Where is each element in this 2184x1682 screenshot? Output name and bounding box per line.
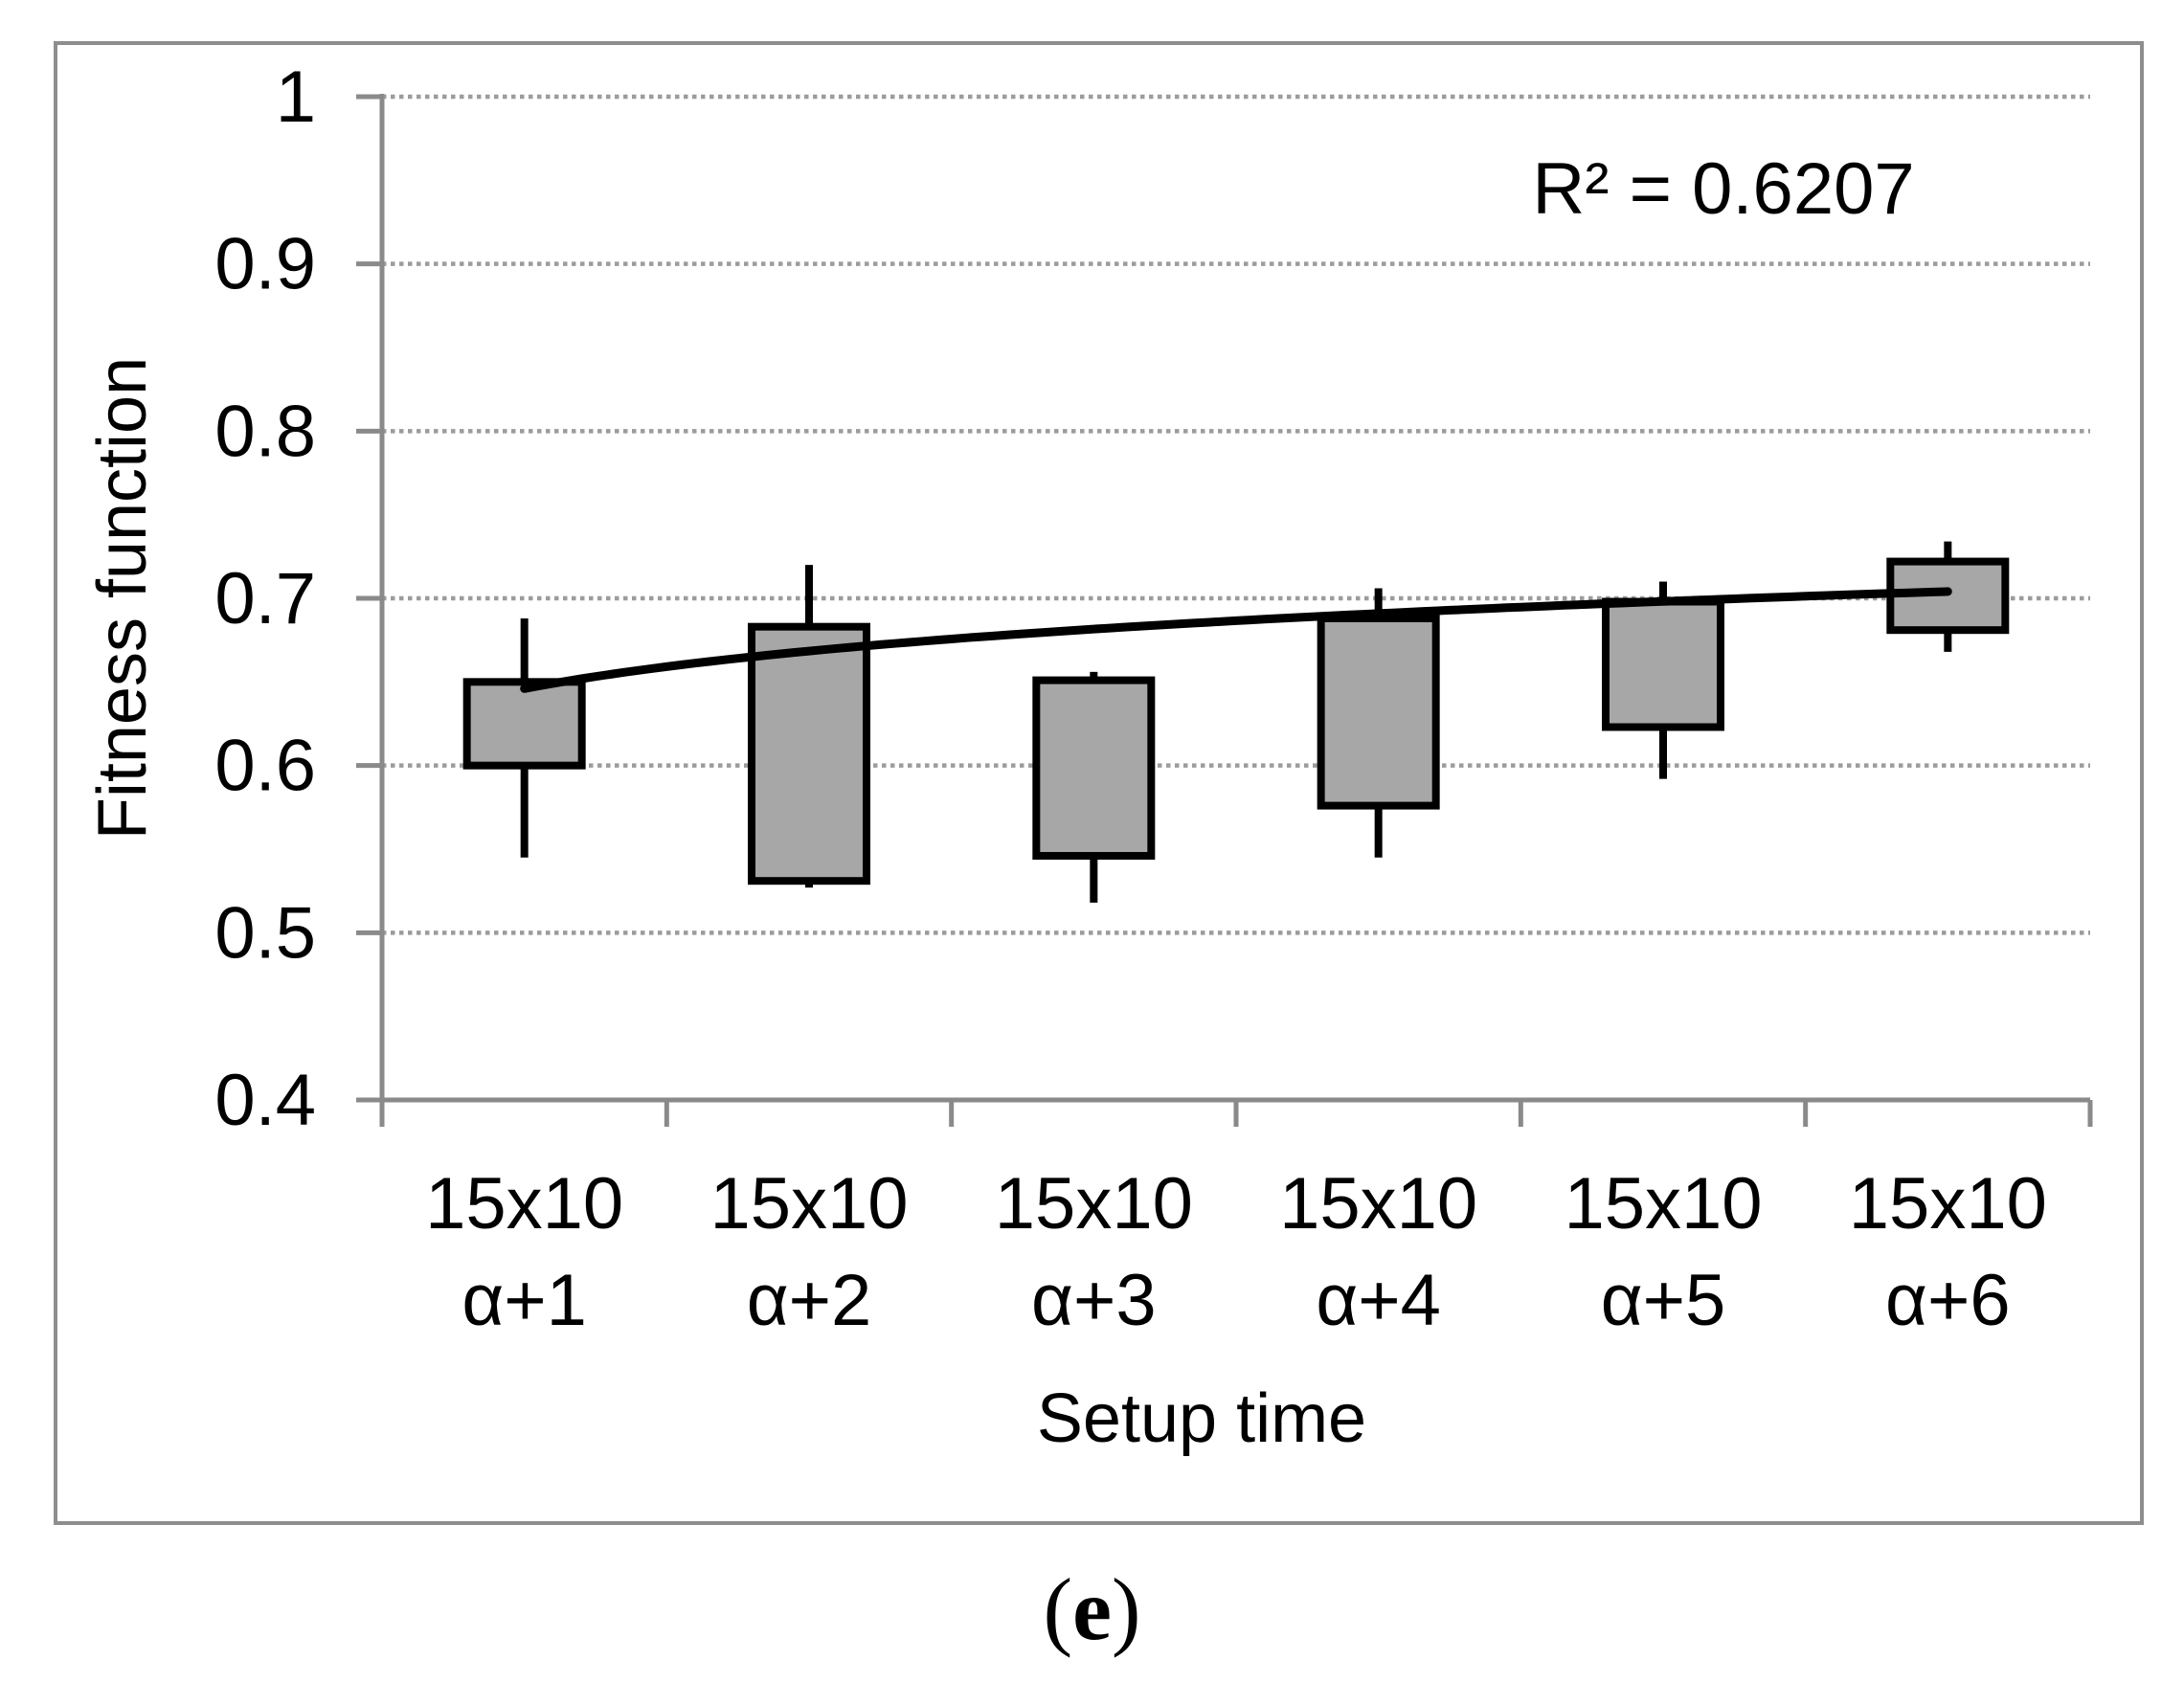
category-label-line1: 15x10 bbox=[1849, 1163, 2047, 1245]
box bbox=[748, 622, 870, 886]
y-tick-label: 0.5 bbox=[214, 892, 316, 974]
figure-border bbox=[54, 41, 2144, 1525]
y-tick-label: 1 bbox=[276, 56, 316, 138]
y-tick-label: 0.6 bbox=[214, 726, 316, 807]
category-label-line1: 15x10 bbox=[1564, 1163, 1762, 1245]
category-label-line1: 15x10 bbox=[1279, 1163, 1477, 1245]
category-label-line2: α+4 bbox=[1316, 1260, 1441, 1341]
axes bbox=[356, 94, 2093, 1127]
x-axis-title: Setup time bbox=[1037, 1380, 1366, 1457]
figure-caption: (e) bbox=[0, 1559, 2184, 1660]
trendline-group bbox=[520, 587, 1952, 693]
category-label-line2: α+6 bbox=[1885, 1260, 2011, 1341]
box bbox=[1602, 597, 1724, 731]
r2-label: R² = 0.6207 bbox=[1532, 148, 1914, 230]
y-tick-label: 0.8 bbox=[214, 391, 316, 472]
category-label-line1: 15x10 bbox=[995, 1163, 1193, 1245]
caption-paren-close: ) bbox=[1111, 1560, 1141, 1658]
caption-letter: e bbox=[1072, 1560, 1112, 1658]
y-tick-labels: 1 0.9 0.8 0.7 0.6 0.5 0.4 bbox=[214, 56, 316, 1141]
category-label-line1: 15x10 bbox=[425, 1163, 623, 1245]
caption-paren-open: ( bbox=[1043, 1560, 1073, 1658]
box bbox=[462, 678, 586, 770]
box bbox=[1317, 614, 1440, 810]
box bbox=[1032, 676, 1156, 860]
category-label-line2: α+2 bbox=[747, 1260, 872, 1341]
category-label-line2: α+1 bbox=[462, 1260, 587, 1341]
y-axis-title: Fitness function bbox=[84, 357, 161, 840]
category-label-line1: 15x10 bbox=[709, 1163, 908, 1245]
y-tick-label: 0.9 bbox=[214, 224, 316, 305]
y-tick-label: 0.4 bbox=[214, 1060, 316, 1141]
y-tick-label: 0.7 bbox=[214, 558, 316, 639]
category-labels: 15x10 α+1 15x10 α+2 15x10 α+3 15x10 α+4 15x10 α+5… bbox=[425, 1163, 2047, 1341]
category-label-line2: α+3 bbox=[1031, 1260, 1157, 1341]
trendline bbox=[520, 587, 1952, 693]
category-label-line2: α+5 bbox=[1601, 1260, 1726, 1341]
